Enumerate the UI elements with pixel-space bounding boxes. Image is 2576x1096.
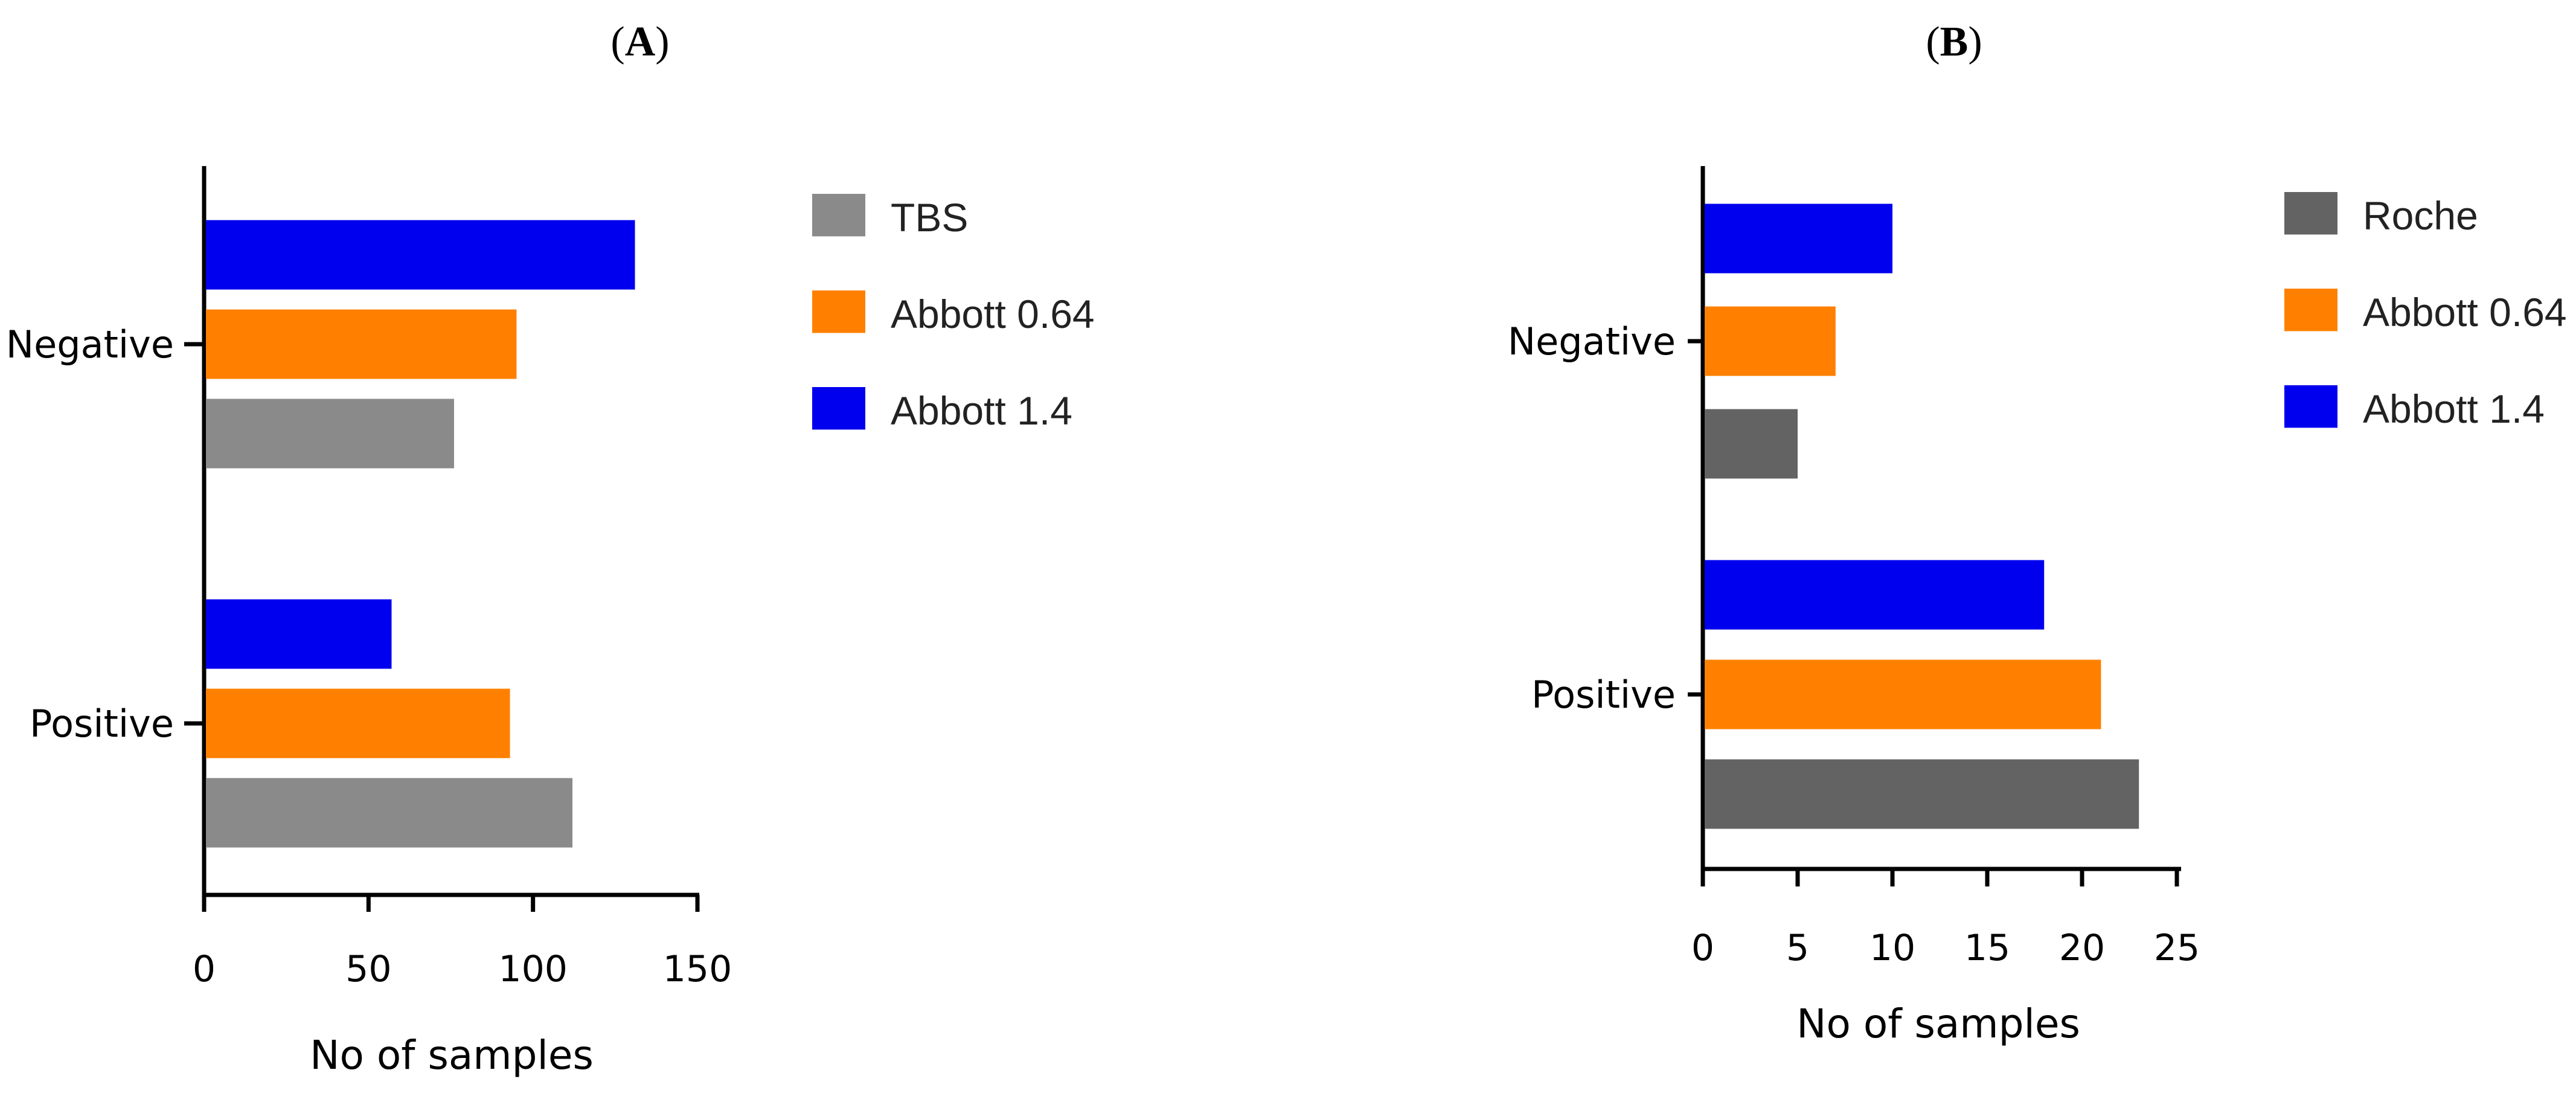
panel-b-x-ticks: 0 5 10 15 20 25 — [1691, 869, 2200, 969]
panel-b-category-label-positive: Positive — [1531, 673, 1676, 717]
panel-b-x-tick-label: 15 — [1964, 927, 2010, 969]
panel-b-bar-negative-abbott-0-64 — [1705, 306, 1836, 376]
panel-a-bar-negative-tbs — [206, 399, 454, 469]
panel-b-legend-label-roche: Roche — [2363, 193, 2478, 238]
panel-a-legend-swatch-tbs — [812, 194, 865, 237]
panel-a-category-label-positive: Positive — [30, 702, 174, 746]
panel-b-bar-positive-abbott-1-4 — [1705, 560, 2045, 630]
panel-a-y-ticks: Negative Positive — [6, 322, 204, 746]
panel-b-legend: Roche Abbott 0.64 Abbott 1.4 — [2284, 192, 2567, 431]
panel-b-bars — [1705, 203, 2139, 829]
panel-a-bar-positive-abbott-1-4 — [206, 599, 392, 669]
panel-a-label: (A) — [610, 19, 669, 65]
panel-b-x-tick-label: 20 — [2059, 927, 2105, 969]
panel-b-x-tick-label: 25 — [2154, 927, 2200, 969]
panel-a-bars — [206, 220, 635, 848]
panel-a-bar-negative-abbott-1-4 — [206, 220, 635, 290]
panel-b-x-tick-label: 10 — [1870, 927, 1915, 969]
panel-b-bar-negative-roche — [1705, 409, 1798, 479]
panel-b-legend-swatch-roche — [2284, 192, 2337, 235]
panel-b: (B) 0 5 10 15 20 25 Negative Positive No of sa… — [1508, 19, 2567, 1047]
panel-a-bar-negative-abbott-0-64 — [206, 309, 517, 379]
panel-b-x-tick-label: 0 — [1691, 927, 1714, 969]
panel-a-legend-label-abbott-1-4: Abbott 1.4 — [891, 388, 1072, 433]
panel-b-x-axis-title: No of samples — [1796, 1001, 2080, 1047]
panel-b-label: (B) — [1926, 19, 1982, 65]
panel-b-bar-positive-abbott-0-64 — [1705, 659, 2101, 729]
panel-a-category-label-negative: Negative — [6, 322, 174, 367]
panel-a-x-ticks: 0 50 100 150 — [193, 895, 732, 990]
panel-a-bar-positive-tbs — [206, 778, 573, 848]
panel-a: (A) 0 50 100 150 Negative Positive No of sam… — [6, 19, 1095, 1078]
panel-a-bar-positive-abbott-0-64 — [206, 688, 510, 758]
panel-a-x-axis-title: No of samples — [310, 1032, 594, 1078]
panel-b-legend-label-abbott-0-64: Abbott 0.64 — [2363, 290, 2567, 335]
panel-a-x-tick-label: 0 — [193, 948, 216, 990]
panel-a-x-tick-label: 100 — [498, 948, 568, 990]
panel-b-bar-positive-roche — [1705, 759, 2139, 829]
panel-a-legend-label-tbs: TBS — [891, 195, 968, 240]
panel-a-legend: TBS Abbott 0.64 Abbott 1.4 — [812, 194, 1095, 433]
panel-a-legend-label-abbott-0-64: Abbott 0.64 — [891, 292, 1095, 336]
panel-b-bar-negative-abbott-1-4 — [1705, 203, 1892, 274]
panel-a-legend-swatch-abbott-0-64 — [812, 290, 865, 333]
panel-b-legend-label-abbott-1-4: Abbott 1.4 — [2363, 386, 2545, 431]
panel-b-y-ticks: Negative Positive — [1508, 319, 1703, 717]
panel-a-x-tick-label: 150 — [663, 948, 732, 990]
panel-b-category-label-negative: Negative — [1508, 319, 1676, 364]
panel-a-x-tick-label: 50 — [345, 948, 391, 990]
panel-a-legend-swatch-abbott-1-4 — [812, 387, 865, 430]
panel-b-x-tick-label: 5 — [1786, 927, 1809, 969]
panel-b-legend-swatch-abbott-0-64 — [2284, 289, 2337, 332]
panel-b-legend-swatch-abbott-1-4 — [2284, 385, 2337, 428]
